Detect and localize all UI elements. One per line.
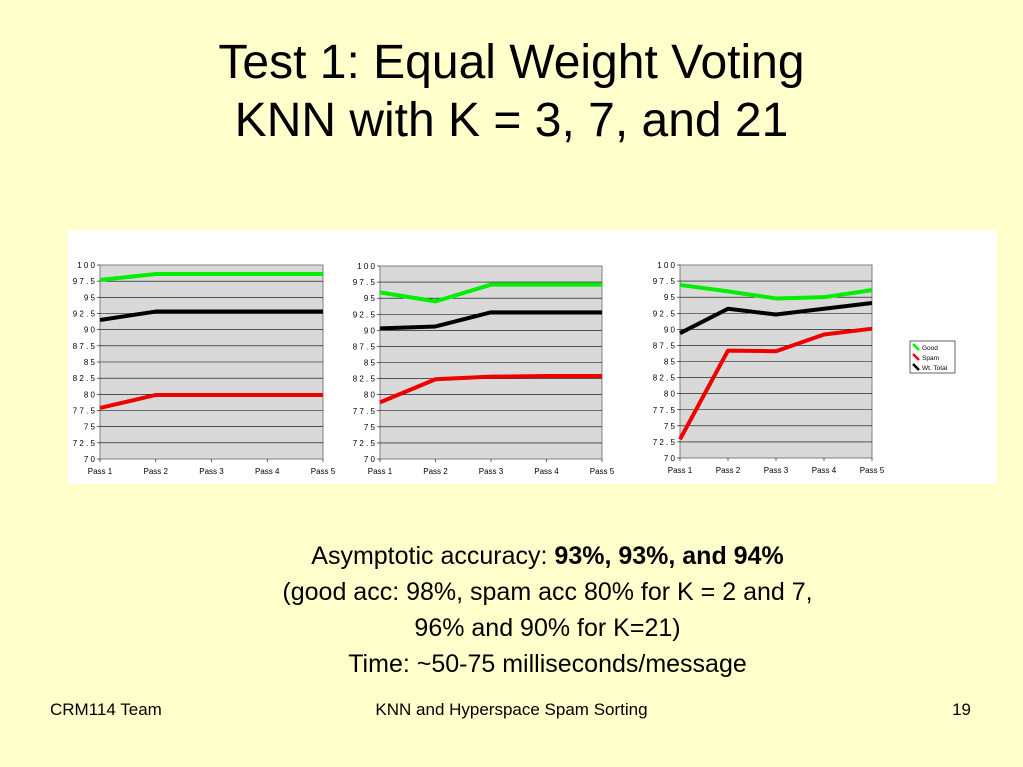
y-tick-label: 9 2 . 5 [73,310,96,319]
charts-panel: 7 0 7 2 . 5 7 5 7 7 . 5 8 0 8 2 . 5 8 5 8 7 . 5… [68,230,997,484]
x-tick-label: Pass 1 [88,467,113,476]
legend: Good Spam Wt. Total [909,340,956,374]
series-line-total [379,310,602,331]
series-line-spam [99,392,323,410]
legend-label-total: Wt. Total [922,365,948,372]
y-tick-label: 8 5 [664,358,676,367]
footer-team: CRM114 Team [50,700,162,719]
series-line-good [679,282,873,301]
y-tick-label: 8 0 [664,390,676,399]
x-tick-label: Pass 3 [199,467,224,476]
x-tick-label: Pass 3 [479,467,504,476]
chart-1: 7 0 7 2 . 5 7 5 7 7 . 5 8 0 8 2 . 5 8 5 8 7 . 5… [73,261,336,476]
x-tick-label: Pass 1 [368,467,393,476]
series-line-good [379,282,602,304]
y-tick-label: 7 2 . 5 [353,439,376,448]
series-line-spam [678,326,873,441]
y-tick-label: 7 7 . 5 [353,407,376,416]
y-tick-label: 7 7 . 5 [73,407,96,416]
chart-3: 7 0 7 2 . 5 7 5 7 7 . 5 8 0 8 2 . 5 8 5 8 7 . 5… [653,261,956,475]
x-tick-label: Pass 2 [423,467,448,476]
y-tick-label: 8 0 [84,390,96,399]
y-tick-label: 9 2 . 5 [653,309,676,318]
legend-label-spam: Spam [922,355,939,362]
y-tick-label: 9 5 [364,294,376,303]
legend-label-good: Good [922,345,938,352]
y-tick-label: 9 5 [84,293,96,302]
y-tick-label: 8 5 [364,359,376,368]
y-tick-label: 7 5 [84,423,96,432]
accuracy-label: Asymptotic accuracy: [311,542,555,570]
chart-2: 7 0 7 2 . 5 7 5 7 7 . 5 8 0 8 2 . 5 8 5 8 7 . 5… [353,262,615,476]
k21-line: 96% and 90% for K=21) [414,614,681,642]
y-tick-label: 1 0 0 [657,261,675,270]
accuracy-line: Asymptotic accuracy: 93%, 93%, and 94% [160,538,935,574]
y-tick-label: 8 7 . 5 [353,342,376,351]
y-tick-label: 9 0 [664,325,676,334]
y-tick-label: 9 5 [664,293,676,302]
y-tick-label: 9 7 . 5 [73,277,96,286]
y-tick-label: 8 2 . 5 [653,374,676,383]
y-tick-label: 8 2 . 5 [353,375,376,384]
footer-title: KNN and Hyperspace Spam Sorting [375,700,648,719]
legend-swatch-good [912,343,920,351]
legend-swatch-spam [912,353,920,361]
time-line: Time: ~50-75 milliseconds/message [348,650,747,678]
title-line-1: Test 1: Equal Weight Voting [218,36,805,89]
results-text: Asymptotic accuracy: 93%, 93%, and 94% (… [160,538,935,682]
charts-svg: 7 0 7 2 . 5 7 5 7 7 . 5 8 0 8 2 . 5 8 5 8 7 . 5… [73,261,956,476]
y-tick-label: 7 2 . 5 [73,439,96,448]
x-tick-label: Pass 2 [716,466,741,475]
y-tick-label: 1 0 0 [77,261,95,270]
legend-swatch-total [912,363,920,371]
x-tick-label: Pass 4 [255,467,280,476]
y-tick-label: 9 0 [84,326,96,335]
x-tick-label: Pass 5 [590,467,615,476]
series-line-total [679,300,873,335]
accuracy-values: 93%, 93%, and 94% [554,542,784,570]
y-tick-label: 7 0 [364,455,376,464]
page-number: 19 [952,700,971,719]
y-tick-label: 8 0 [364,391,376,400]
y-tick-label: 7 5 [664,422,676,431]
x-tick-label: Pass 2 [144,467,169,476]
title-line-2: KNN with K = 3, 7, and 21 [234,94,789,147]
y-tick-label: 7 5 [364,423,376,432]
slide-title: Test 1: Equal Weight Voting KNN with K =… [0,34,1023,150]
y-tick-label: 9 7 . 5 [653,277,676,286]
series-line-spam [379,374,602,405]
x-tick-label: Pass 3 [764,466,789,475]
x-tick-label: Pass 4 [534,467,559,476]
series-line-good [99,272,323,282]
y-tick-label: 7 2 . 5 [653,438,676,447]
series-line-total [99,309,323,322]
y-tick-label: 8 7 . 5 [653,341,676,350]
x-tick-label: Pass 1 [668,466,693,475]
y-tick-label: 8 7 . 5 [73,342,96,351]
y-tick-label: 9 0 [364,326,376,335]
good-spam-line: (good acc: 98%, spam acc 80% for K = 2 a… [282,578,813,606]
y-tick-label: 1 0 0 [357,262,375,271]
y-tick-label: 9 7 . 5 [353,278,376,287]
y-tick-label: 8 2 . 5 [73,374,96,383]
y-tick-label: 8 5 [84,358,96,367]
x-tick-label: Pass 5 [860,466,885,475]
x-tick-label: Pass 4 [812,466,837,475]
x-tick-label: Pass 5 [311,467,336,476]
y-tick-label: 9 2 . 5 [353,310,376,319]
y-tick-label: 7 7 . 5 [653,406,676,415]
y-tick-label: 7 0 [84,455,96,464]
y-tick-label: 7 0 [664,454,676,463]
